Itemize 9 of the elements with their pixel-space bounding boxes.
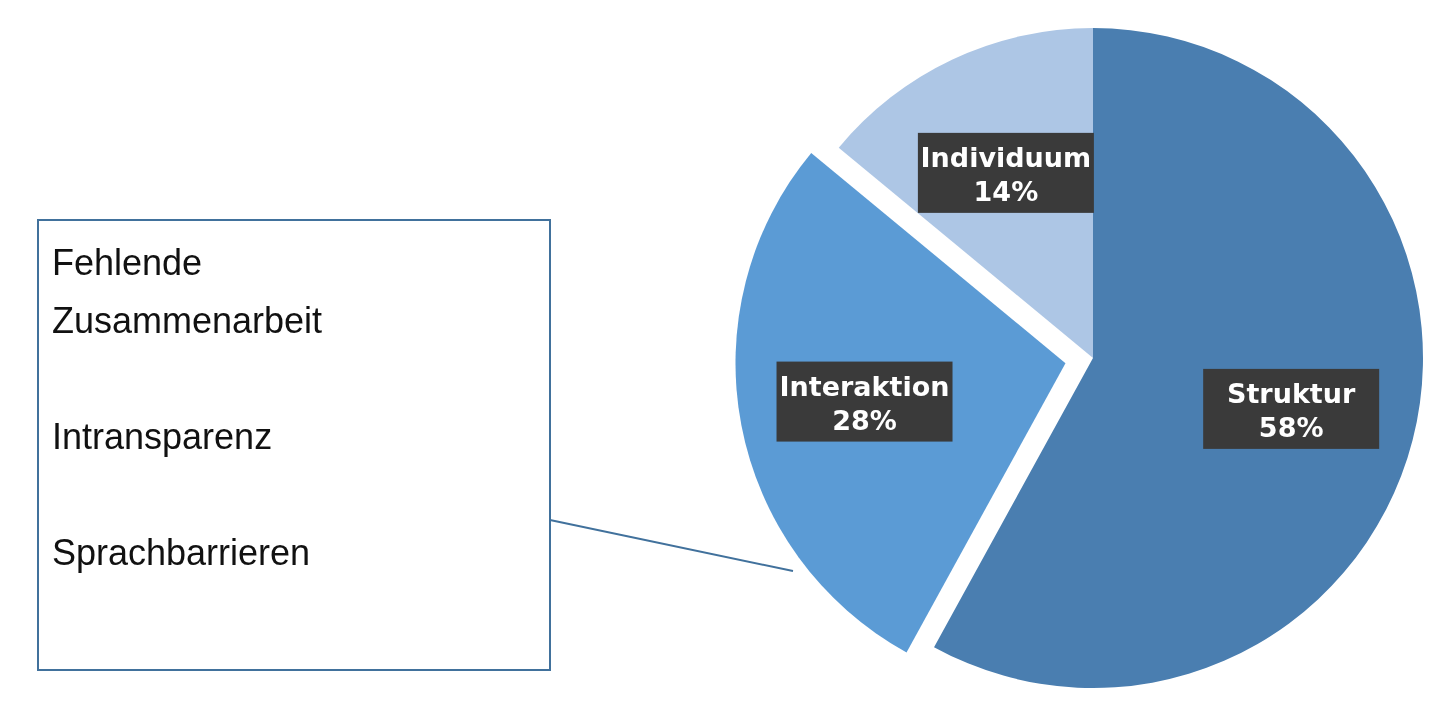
slice-label: Struktur [1227,377,1356,409]
data-label: 14% [973,175,1039,207]
text: Intransparenz [52,416,273,457]
data-label: 28% [832,404,897,436]
data-label: 58% [1258,411,1324,443]
text: Sprachbarrieren [52,532,311,573]
text: Fehlende Zusammenarbeit [52,242,323,341]
slice-label: Interaktion [779,370,950,402]
slice-label: Individuum [920,141,1092,173]
